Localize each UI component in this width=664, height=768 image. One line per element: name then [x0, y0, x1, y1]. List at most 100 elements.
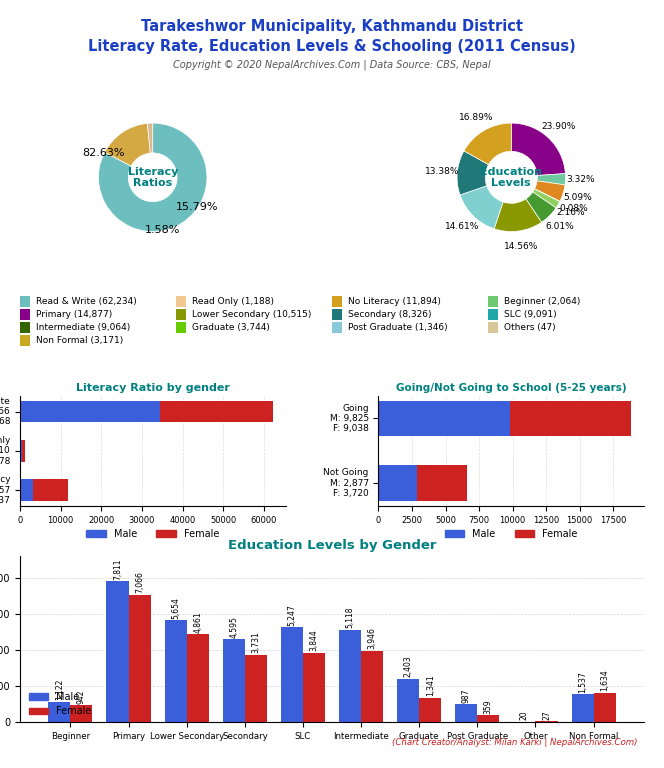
Bar: [397, 679, 419, 722]
Text: 82.63%: 82.63%: [83, 148, 125, 158]
Text: 27: 27: [542, 710, 551, 720]
Bar: [339, 630, 361, 722]
Text: 3.32%: 3.32%: [566, 175, 595, 184]
Text: 1.58%: 1.58%: [145, 226, 180, 236]
Bar: [419, 698, 442, 722]
Text: 5,654: 5,654: [171, 597, 180, 619]
Text: Read Only (1,188): Read Only (1,188): [192, 296, 274, 306]
Text: Read & Write (62,234): Read & Write (62,234): [36, 296, 137, 306]
Text: 3,844: 3,844: [309, 630, 319, 651]
Text: 1,634: 1,634: [600, 669, 609, 691]
Bar: [361, 650, 383, 722]
Text: 23.90%: 23.90%: [541, 122, 576, 131]
Text: 16.89%: 16.89%: [459, 113, 493, 122]
Bar: [332, 296, 342, 306]
Text: 1,122: 1,122: [55, 679, 64, 700]
Text: 14.61%: 14.61%: [446, 222, 479, 231]
Text: Intermediate (9,064): Intermediate (9,064): [36, 323, 130, 332]
Text: Tarakeshwor Municipality, Kathmandu District: Tarakeshwor Municipality, Kathmandu Dist…: [141, 19, 523, 35]
Bar: [332, 322, 342, 333]
Bar: [245, 655, 267, 722]
Bar: [378, 401, 510, 436]
Text: 942: 942: [77, 689, 86, 703]
Text: Beginner (2,064): Beginner (2,064): [504, 296, 580, 306]
Title: Going/Not Going to School (5-25 years): Going/Not Going to School (5-25 years): [396, 383, 627, 393]
Text: 4,861: 4,861: [193, 611, 203, 633]
Wedge shape: [511, 123, 565, 176]
Bar: [20, 401, 160, 422]
Text: 13.38%: 13.38%: [425, 167, 459, 176]
Bar: [20, 296, 30, 306]
Bar: [222, 639, 245, 722]
Text: Secondary (8,326): Secondary (8,326): [348, 310, 432, 319]
Wedge shape: [526, 192, 556, 222]
Bar: [332, 309, 342, 319]
Wedge shape: [98, 123, 207, 231]
Bar: [20, 335, 30, 346]
Text: 15.79%: 15.79%: [176, 202, 218, 212]
Text: 14.56%: 14.56%: [503, 242, 538, 250]
Legend: Male, Female: Male, Female: [82, 525, 223, 543]
Text: 7,811: 7,811: [113, 558, 122, 580]
Bar: [20, 479, 33, 501]
Bar: [417, 465, 467, 501]
Legend: Male, Female: Male, Female: [441, 525, 582, 543]
Title: Education Levels by Gender: Education Levels by Gender: [228, 539, 436, 552]
Wedge shape: [533, 189, 560, 208]
Text: 4,595: 4,595: [229, 616, 238, 637]
Text: No Literacy (11,894): No Literacy (11,894): [348, 296, 441, 306]
Bar: [456, 704, 477, 722]
Wedge shape: [105, 124, 150, 166]
Bar: [176, 322, 186, 333]
Text: 6.01%: 6.01%: [546, 222, 574, 231]
Text: 5,247: 5,247: [288, 604, 296, 626]
Bar: [572, 694, 594, 722]
Text: 20: 20: [520, 710, 529, 720]
Bar: [22, 440, 25, 462]
Wedge shape: [147, 123, 153, 153]
Text: 359: 359: [484, 700, 493, 714]
Bar: [160, 401, 273, 422]
Bar: [281, 627, 303, 722]
Text: Others (47): Others (47): [504, 323, 556, 332]
Bar: [187, 634, 208, 722]
Bar: [488, 296, 498, 306]
Text: 987: 987: [461, 688, 471, 703]
Text: 7,066: 7,066: [135, 571, 144, 593]
Title: Literacy Ratio by gender: Literacy Ratio by gender: [76, 383, 230, 393]
Text: SLC (9,091): SLC (9,091): [504, 310, 557, 319]
Bar: [129, 594, 151, 722]
Bar: [20, 309, 30, 319]
Bar: [20, 322, 30, 333]
Text: Literacy
Ratios: Literacy Ratios: [127, 167, 178, 188]
Wedge shape: [494, 199, 542, 231]
Wedge shape: [535, 189, 560, 201]
Text: (Chart Creator/Analyst: Milan Karki | NepalArchives.Com): (Chart Creator/Analyst: Milan Karki | Ne…: [392, 739, 638, 747]
Wedge shape: [537, 174, 566, 185]
Text: 0.08%: 0.08%: [559, 204, 588, 213]
Wedge shape: [464, 123, 511, 164]
Bar: [165, 620, 187, 722]
Bar: [176, 309, 186, 319]
Bar: [176, 296, 186, 306]
Wedge shape: [457, 151, 489, 195]
Text: 3,731: 3,731: [252, 631, 260, 654]
Text: Graduate (3,744): Graduate (3,744): [192, 323, 270, 332]
Text: Primary (14,877): Primary (14,877): [36, 310, 112, 319]
Bar: [510, 401, 631, 436]
Bar: [33, 479, 68, 501]
Wedge shape: [535, 181, 565, 201]
Bar: [303, 653, 325, 722]
Text: 5,118: 5,118: [345, 607, 355, 628]
Text: 3,946: 3,946: [368, 627, 376, 650]
Text: 1,341: 1,341: [426, 675, 435, 697]
Text: 2,403: 2,403: [404, 655, 412, 677]
Text: 2.16%: 2.16%: [556, 208, 586, 217]
Text: 1,537: 1,537: [578, 671, 587, 693]
Bar: [488, 309, 498, 319]
Bar: [20, 440, 22, 462]
Text: Non Formal (3,171): Non Formal (3,171): [36, 336, 124, 345]
Bar: [70, 705, 92, 722]
Text: 5.09%: 5.09%: [563, 194, 592, 202]
Bar: [488, 322, 498, 333]
